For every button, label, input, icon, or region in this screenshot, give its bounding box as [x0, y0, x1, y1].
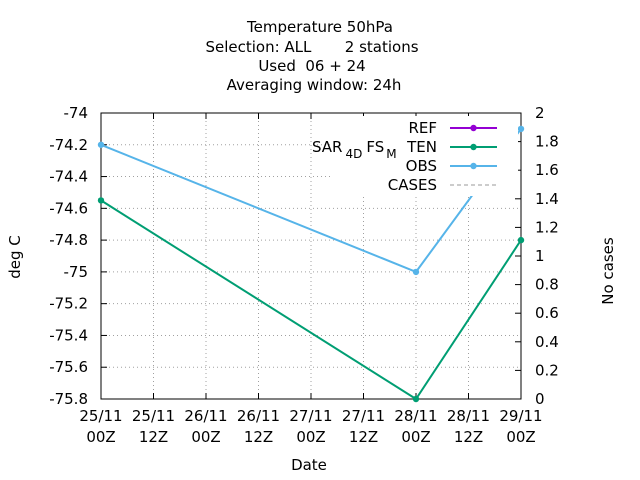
legend-background — [330, 116, 518, 196]
axis-ticks: 25/11 00Z 25/11 12Z 26/11 00Z 26/11 12Z 27/11 00Z… — [49, 104, 559, 446]
y2-tick-label: 0.8 — [535, 276, 559, 294]
legend-label-cases: CASES — [388, 176, 437, 194]
y-tick-label: -75.6 — [49, 358, 88, 376]
y-tick-label: -75 — [64, 263, 89, 281]
legend-label-obs: OBS — [406, 157, 437, 175]
x-tick-label: 26/11 — [237, 407, 280, 425]
x-tick-label-time: 12Z — [139, 428, 168, 446]
x-tick-label-time: 12Z — [349, 428, 378, 446]
x-tick-label-time: 00Z — [86, 428, 115, 446]
legend-marker-ref — [470, 124, 477, 132]
chart-title-line-3: Used 06 + 24 — [258, 57, 365, 75]
legend-label-ten: TEN — [406, 138, 437, 156]
y-tick-label: -74.4 — [49, 168, 88, 186]
x-tick-label-time: 00Z — [401, 428, 430, 446]
chart-title-line-2: Selection: ALL 2 stations — [205, 38, 418, 56]
x-tick-label: 27/11 — [342, 407, 385, 425]
x-tick-label: 28/11 — [447, 407, 490, 425]
y2-tick-label: 2 — [535, 104, 545, 122]
x-tick-label-time: 00Z — [191, 428, 220, 446]
y2-tick-label: 0 — [535, 390, 545, 408]
x-tick-label-time: 12Z — [244, 428, 273, 446]
data-point-obs — [97, 141, 105, 148]
y-tick-label: -74.8 — [49, 231, 88, 249]
y-tick-label: -74.6 — [49, 199, 88, 217]
data-point-ten — [97, 197, 105, 204]
chart-title-line-1: Temperature 50hPa — [246, 18, 393, 36]
x-tick-label: 26/11 — [184, 407, 227, 425]
x-tick-label: 27/11 — [289, 407, 332, 425]
y2-tick-label: 1.4 — [535, 190, 559, 208]
data-point-ten — [412, 395, 420, 403]
y2-axis-label: No cases — [599, 237, 617, 305]
legend-marker-obs — [470, 162, 477, 170]
data-point-ten — [517, 236, 525, 244]
y-tick-label: -75.2 — [49, 295, 88, 313]
chart-title-line-4: Averaging window: 24h — [227, 76, 402, 94]
y2-tick-label: 1 — [535, 247, 545, 265]
y-tick-label: -75.8 — [49, 390, 88, 408]
y-tick-label: -74.2 — [49, 136, 88, 154]
y-tick-label: -74 — [64, 104, 89, 122]
y2-tick-label: 0.6 — [535, 304, 559, 322]
y-tick-label: -75.4 — [49, 326, 88, 344]
x-tick-label: 25/11 — [79, 407, 122, 425]
x-tick-label: 25/11 — [132, 407, 175, 425]
x-axis-label: Date — [291, 456, 327, 474]
y2-tick-label: 1.8 — [535, 133, 559, 151]
y-axis-label: deg C — [6, 235, 24, 279]
y2-tick-label: 0.4 — [535, 333, 559, 351]
legend-experiment-label: SAR 4D FS M — [312, 138, 397, 161]
x-tick-label: 29/11 — [499, 407, 542, 425]
y2-tick-label: 1.2 — [535, 218, 559, 236]
y2-tick-label: 1.6 — [535, 161, 559, 179]
legend-label-ref: REF — [408, 119, 437, 137]
x-tick-label-time: 00Z — [506, 428, 535, 446]
x-tick-label-time: 00Z — [296, 428, 325, 446]
x-tick-label: 28/11 — [394, 407, 437, 425]
x-tick-label-time: 12Z — [454, 428, 483, 446]
legend-marker-ten — [470, 143, 477, 151]
y2-tick-label: 0.2 — [535, 361, 559, 379]
data-point-obs — [412, 268, 420, 276]
data-point-obs — [517, 125, 525, 133]
